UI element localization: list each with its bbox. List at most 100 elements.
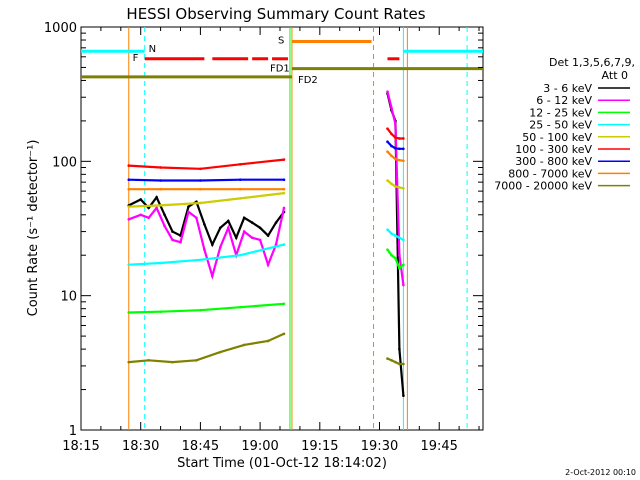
data-point bbox=[238, 197, 242, 200]
data-point bbox=[127, 164, 131, 167]
data-point bbox=[199, 258, 202, 262]
data-point bbox=[390, 253, 393, 257]
data-point bbox=[402, 137, 405, 140]
x-tick-label: 19:00 bbox=[241, 439, 278, 454]
data-point bbox=[179, 240, 182, 244]
data-point bbox=[394, 234, 397, 237]
data-point bbox=[386, 90, 389, 93]
series-line bbox=[128, 158, 285, 170]
data-point bbox=[394, 136, 397, 139]
data-point bbox=[390, 154, 393, 158]
data-point bbox=[390, 144, 393, 148]
data-point bbox=[147, 359, 150, 362]
data-point bbox=[282, 243, 286, 246]
data-point bbox=[402, 159, 405, 163]
data-point bbox=[242, 216, 246, 220]
data-point bbox=[139, 198, 143, 201]
data-point bbox=[274, 221, 278, 224]
data-point bbox=[159, 179, 162, 182]
data-point bbox=[139, 213, 143, 217]
data-point bbox=[163, 213, 166, 217]
data-point bbox=[386, 357, 389, 360]
footer-timestamp: 2-Oct-2012 00:10 bbox=[565, 468, 636, 477]
data-point bbox=[402, 394, 405, 398]
data-point bbox=[398, 147, 401, 151]
data-point bbox=[282, 191, 286, 195]
data-point bbox=[127, 263, 131, 267]
data-point bbox=[394, 157, 397, 161]
legend-entry-label: 300 - 800 keV bbox=[515, 155, 592, 168]
data-point bbox=[394, 147, 397, 150]
x-axis-label: Start Time (01-Oct-12 18:14:02) bbox=[177, 456, 387, 471]
data-point bbox=[203, 248, 206, 251]
data-point bbox=[147, 206, 150, 210]
flag-label-fd1: FD1 bbox=[270, 64, 290, 75]
data-point bbox=[195, 359, 198, 362]
data-point bbox=[203, 222, 206, 226]
chart-title: HESSI Observing Summary Count Rates bbox=[126, 5, 425, 23]
data-point bbox=[282, 178, 286, 181]
data-point bbox=[159, 166, 162, 169]
data-point bbox=[163, 224, 166, 228]
data-point bbox=[159, 204, 162, 207]
data-point bbox=[199, 167, 202, 171]
legend-title-line-2: Att 0 bbox=[602, 69, 628, 82]
data-point bbox=[199, 201, 202, 205]
data-point bbox=[238, 305, 242, 309]
data-point bbox=[127, 311, 131, 314]
data-point bbox=[147, 216, 150, 220]
legend-entry-label: 25 - 50 keV bbox=[529, 119, 592, 132]
data-point bbox=[242, 343, 246, 347]
flag-label-s: S bbox=[278, 35, 284, 46]
data-point bbox=[398, 137, 401, 140]
data-point bbox=[211, 274, 214, 278]
legend-entry-label: 3 - 6 keV bbox=[543, 82, 592, 95]
legend-entry-label: 6 - 12 keV bbox=[536, 94, 592, 107]
data-point bbox=[390, 132, 393, 136]
data-point bbox=[394, 185, 397, 188]
data-point bbox=[266, 339, 270, 343]
series-line bbox=[128, 178, 284, 182]
y-tick-label: 100 bbox=[52, 155, 77, 170]
data-point bbox=[187, 210, 190, 214]
x-tick-label: 19:45 bbox=[420, 439, 457, 454]
data-point bbox=[242, 230, 246, 233]
legend-entry-label: 100 - 300 keV bbox=[515, 143, 592, 156]
data-point bbox=[398, 186, 401, 189]
data-point bbox=[127, 178, 131, 181]
y-tick-label: 1 bbox=[69, 424, 77, 439]
data-point bbox=[398, 236, 401, 240]
legend-entry-label: 50 - 100 keV bbox=[522, 131, 592, 144]
data-point bbox=[238, 187, 242, 191]
series-line bbox=[128, 205, 286, 280]
data-point bbox=[171, 230, 174, 233]
data-point bbox=[238, 178, 242, 181]
data-point bbox=[155, 206, 158, 210]
data-point bbox=[386, 127, 389, 130]
legend-entry-label: 800 - 7000 keV bbox=[508, 167, 592, 180]
data-point bbox=[219, 245, 222, 249]
data-point bbox=[127, 218, 131, 221]
series-line bbox=[128, 195, 285, 248]
data-point bbox=[402, 186, 405, 190]
data-point bbox=[238, 253, 242, 257]
y-axis-label: Count Rate (s⁻¹ detector⁻¹) bbox=[26, 140, 41, 317]
data-point bbox=[394, 122, 397, 126]
data-point bbox=[219, 226, 222, 230]
data-point bbox=[390, 232, 393, 235]
data-point bbox=[171, 238, 174, 242]
flag-label-fd2: FD2 bbox=[298, 75, 318, 86]
data-point bbox=[226, 226, 230, 230]
x-tick-label: 19:30 bbox=[361, 439, 398, 454]
data-point bbox=[226, 219, 230, 223]
data-point bbox=[199, 179, 202, 182]
flag-label-f: F bbox=[133, 53, 139, 64]
data-point bbox=[195, 216, 198, 220]
y-tick-label: 1000 bbox=[44, 21, 77, 36]
data-point bbox=[398, 266, 401, 270]
data-point bbox=[238, 163, 242, 166]
data-point bbox=[386, 248, 389, 251]
